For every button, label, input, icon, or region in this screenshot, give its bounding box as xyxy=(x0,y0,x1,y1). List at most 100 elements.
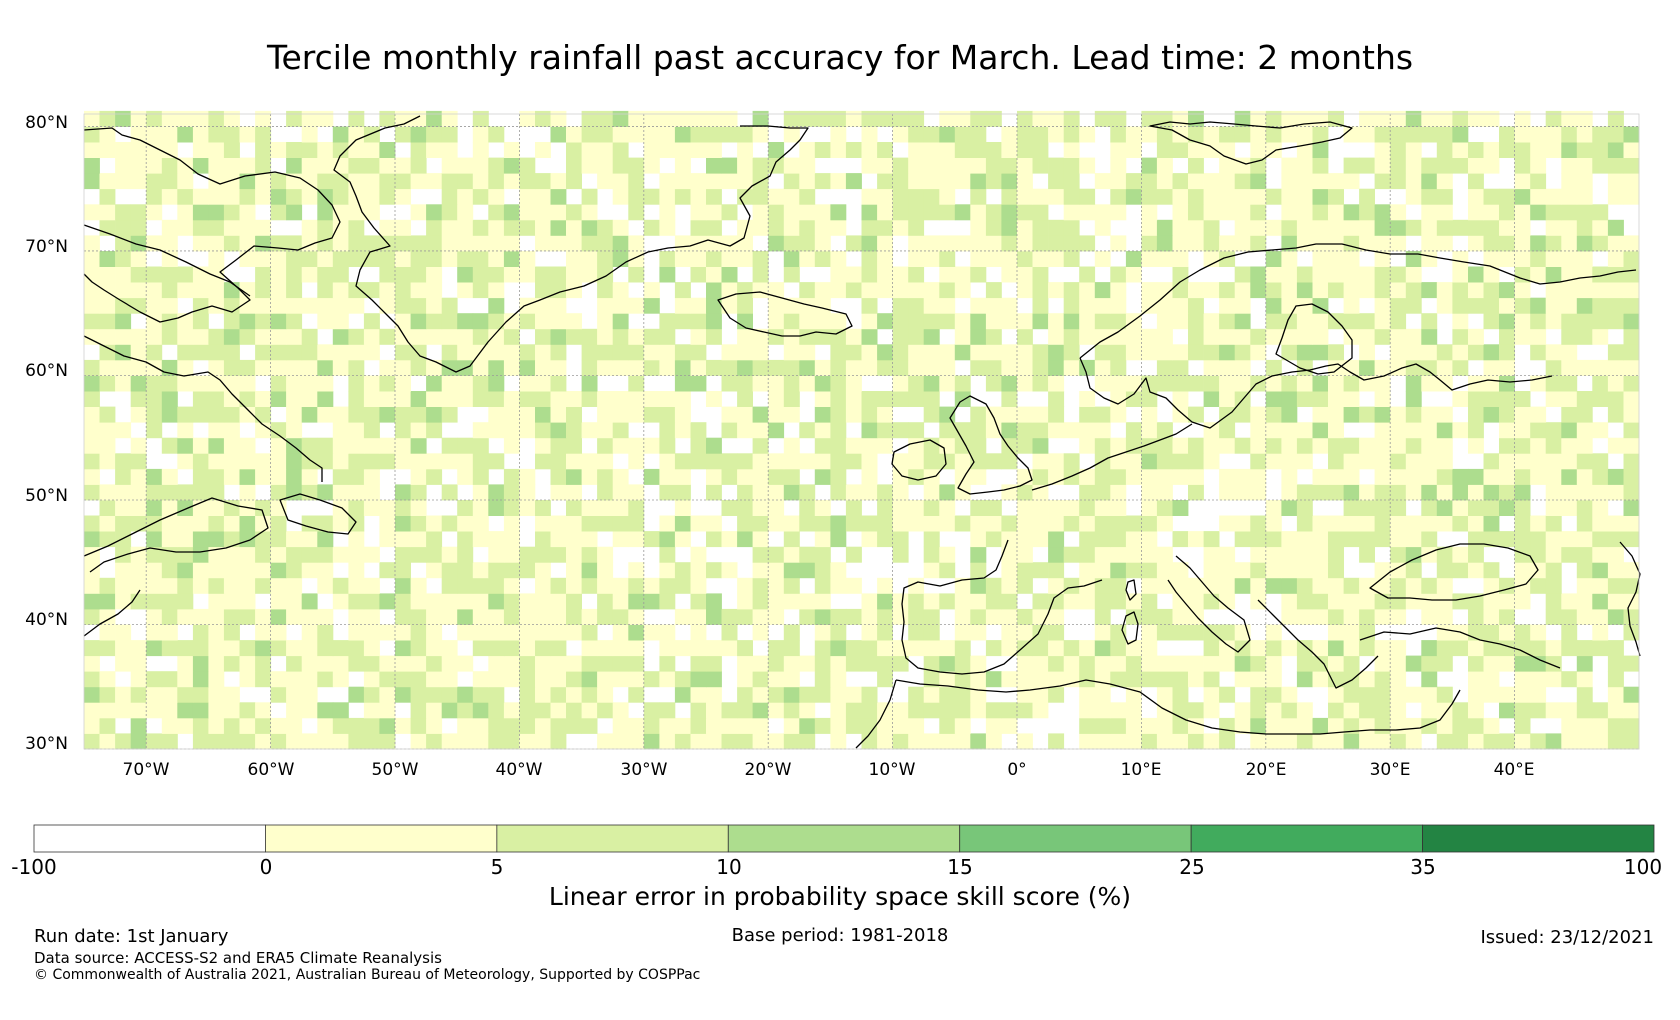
skill-cell xyxy=(410,453,427,470)
skill-cell xyxy=(115,640,132,657)
skill-cell xyxy=(1281,593,1298,610)
skill-cell xyxy=(1219,142,1236,158)
skill-cell xyxy=(861,110,878,127)
skill-cell xyxy=(192,453,209,470)
skill-cell xyxy=(332,297,349,314)
skill-cell xyxy=(208,204,225,221)
skill-cell xyxy=(1421,593,1438,610)
skill-cell xyxy=(223,733,240,750)
skill-cell xyxy=(99,593,116,610)
skill-cell xyxy=(146,422,163,439)
skill-cell xyxy=(84,110,100,127)
skill-cell xyxy=(1405,484,1422,501)
skill-cell xyxy=(923,157,940,174)
skill-cell xyxy=(519,359,536,376)
skill-cell xyxy=(426,406,443,423)
skill-cell xyxy=(1296,375,1313,392)
skill-cell xyxy=(612,531,629,548)
skill-cell xyxy=(1094,500,1111,516)
skill-cell xyxy=(426,562,443,579)
skill-cell xyxy=(1545,515,1562,532)
skill-cell xyxy=(1048,344,1065,361)
skill-cell xyxy=(908,733,925,750)
skill-cell xyxy=(1530,515,1547,532)
skill-cell xyxy=(970,515,987,532)
skill-cell xyxy=(1530,235,1547,252)
skill-cell xyxy=(566,577,582,594)
skill-cell xyxy=(1110,640,1127,657)
skill-cell xyxy=(1576,282,1593,299)
skill-cell xyxy=(1281,531,1298,548)
skill-cell xyxy=(1156,328,1173,345)
skill-cell xyxy=(1343,282,1360,299)
skill-cell xyxy=(861,531,878,548)
skill-cell xyxy=(1156,437,1173,454)
colorbar-bin xyxy=(496,824,729,853)
skill-cell xyxy=(1343,468,1360,485)
skill-cell xyxy=(1328,359,1344,376)
skill-cell xyxy=(1032,422,1049,439)
skill-cell xyxy=(1607,717,1624,734)
skill-cell xyxy=(379,266,396,283)
skill-cell xyxy=(535,282,551,299)
skill-cell xyxy=(1607,437,1624,454)
skill-cell xyxy=(472,359,489,376)
skill-cell xyxy=(1063,655,1080,672)
skill-cell xyxy=(1048,188,1065,205)
skill-cell xyxy=(255,640,272,657)
skill-cell xyxy=(1265,562,1282,579)
skill-cell xyxy=(908,157,925,174)
skill-cell xyxy=(1499,422,1515,439)
skill-cell xyxy=(395,640,411,657)
skill-cell xyxy=(395,157,411,174)
skill-cell xyxy=(985,282,1002,299)
skill-cell xyxy=(721,235,738,252)
skill-cell xyxy=(255,251,272,267)
skill-cell xyxy=(286,282,303,299)
skill-cell xyxy=(1032,313,1049,330)
data-source: Data source: ACCESS-S2 and ERA5 Climate … xyxy=(34,949,442,967)
skill-cell xyxy=(1499,344,1515,361)
skill-cell xyxy=(783,157,800,174)
skill-cell xyxy=(472,173,489,190)
skill-cell xyxy=(1405,593,1422,610)
skill-cell xyxy=(1032,468,1049,485)
skill-cell xyxy=(1514,251,1531,267)
skill-cell xyxy=(550,266,567,283)
skill-cell xyxy=(286,733,303,750)
skill-cell xyxy=(1359,733,1375,750)
skill-cell xyxy=(488,422,505,439)
skill-cell xyxy=(1452,313,1469,330)
skill-cell xyxy=(1421,188,1438,205)
skill-cell xyxy=(550,655,567,672)
skill-cell xyxy=(1312,126,1329,143)
skill-cell xyxy=(1188,702,1204,719)
skill-cell xyxy=(535,110,551,127)
skill-cell xyxy=(1079,640,1096,657)
skill-cell xyxy=(1234,717,1251,734)
skill-cell xyxy=(892,204,909,221)
skill-cell xyxy=(1390,562,1407,579)
skill-cell xyxy=(146,110,163,127)
skill-cell xyxy=(1188,453,1204,470)
skill-cell xyxy=(115,468,132,485)
skill-cell xyxy=(519,188,536,205)
skill-cell xyxy=(1094,297,1111,314)
skill-cell xyxy=(1405,733,1422,750)
skill-cell xyxy=(566,531,582,548)
skill-cell xyxy=(1514,577,1531,594)
skill-cell xyxy=(286,204,303,221)
skill-cell xyxy=(1468,608,1484,625)
skill-cell xyxy=(830,375,847,392)
skill-cell xyxy=(332,406,349,423)
skill-cell xyxy=(1592,219,1609,236)
skill-cell xyxy=(612,344,629,361)
skill-cell xyxy=(1281,562,1298,579)
skill-cell xyxy=(783,344,800,361)
skill-cell xyxy=(1514,453,1531,470)
skill-cell xyxy=(1592,500,1609,516)
skill-cell xyxy=(1110,624,1127,641)
skill-cell xyxy=(706,266,722,283)
skill-cell xyxy=(923,391,940,407)
skill-cell xyxy=(84,235,100,252)
